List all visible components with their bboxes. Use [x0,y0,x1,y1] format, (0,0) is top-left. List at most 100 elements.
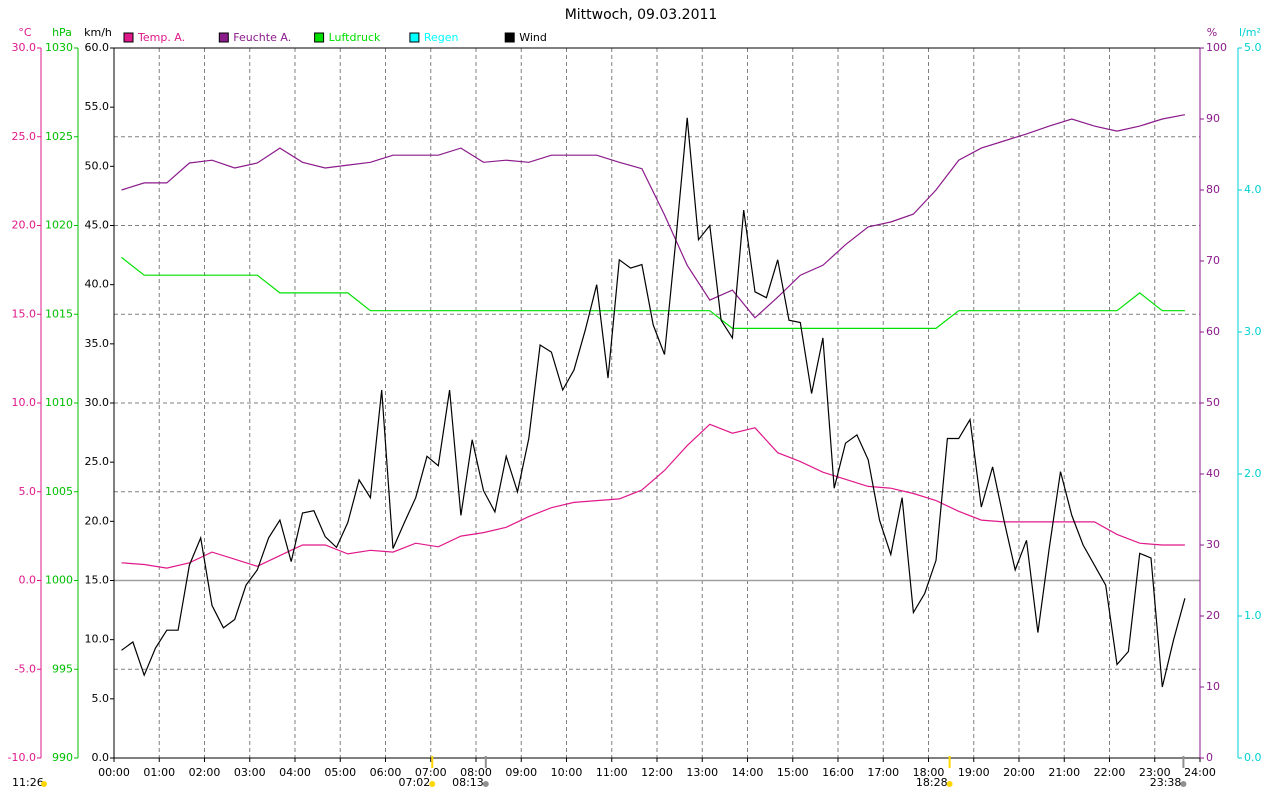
x-tick-label: 05:00 [324,766,356,779]
y-tick-label: -5.0 [15,662,36,675]
x-tick-label: 19:00 [958,766,990,779]
y-tick-label: 0.0 [1244,751,1262,764]
x-tick-label: 13:00 [686,766,718,779]
y-tick-label: 30 [1206,538,1220,551]
y-tick-label: 2.0 [1244,467,1262,480]
x-tick-label: 20:00 [1003,766,1035,779]
y-tick-label: 30.0 [12,41,37,54]
series-line [121,117,1186,688]
axis-title: l/m² [1239,26,1261,39]
y-tick-label: 20 [1206,609,1220,622]
x-tick-label: 18:00 [913,766,945,779]
y-tick-label: 60 [1206,325,1220,338]
y-tick-label: 35.0 [85,337,110,350]
annotation: 23:38 [1150,776,1182,789]
y-tick-label: 60.0 [85,41,110,54]
y-tick-label: -10.0 [8,751,36,764]
y-tick-label: 0.0 [92,751,110,764]
y-tick-label: 10.0 [12,396,37,409]
x-tick-label: 15:00 [777,766,809,779]
annotation-marker [41,781,47,787]
y-tick-label: 70 [1206,254,1220,267]
x-tick-label: 04:00 [279,766,311,779]
y-tick-label: 1020 [45,219,73,232]
y-tick-label: 45.0 [85,219,110,232]
x-tick-label: 09:00 [505,766,537,779]
axis-title: hPa [52,26,72,39]
y-tick-label: 0 [1206,751,1213,764]
y-tick-label: 40.0 [85,278,110,291]
x-tick-label: 10:00 [551,766,583,779]
x-tick-label: 07:00 [415,766,447,779]
x-tick-label: 08:00 [460,766,492,779]
x-tick-label: 00:00 [98,766,130,779]
y-tick-label: 15.0 [85,574,110,587]
x-tick-label: 01:00 [143,766,175,779]
legend-label: Temp. A. [137,31,185,44]
legend-swatch [409,32,420,43]
axis-title: % [1207,26,1217,39]
y-tick-label: 1025 [45,130,73,143]
y-tick-label: 25.0 [12,130,37,143]
x-tick-label: 23:00 [1139,766,1171,779]
legend-label: Regen [424,31,459,44]
legend-label: Wind [519,31,547,44]
y-tick-label: 1010 [45,396,73,409]
x-tick-label: 03:00 [234,766,266,779]
y-tick-label: 990 [52,751,73,764]
y-tick-label: 1030 [45,41,73,54]
annotation-marker [482,781,489,787]
y-tick-label: 3.0 [1244,325,1262,338]
annotation: 11:26 [12,776,44,789]
y-tick-label: 55.0 [85,100,110,113]
y-tick-label: 1.0 [1244,609,1262,622]
annotation-marker [429,781,436,787]
annotation-marker [1180,781,1187,787]
y-tick-label: 80 [1206,183,1220,196]
y-tick-label: 20.0 [12,219,37,232]
series-line [121,114,1186,319]
y-tick-label: 90 [1206,112,1220,125]
x-tick-label: 17:00 [867,766,899,779]
annotation: 18:28 [916,776,948,789]
legend-swatch [123,32,134,43]
y-tick-label: 5.0 [92,692,110,705]
legend-label: Luftdruck [329,31,381,44]
y-tick-label: 5.0 [19,485,37,498]
x-tick-label: 06:00 [370,766,402,779]
chart-title: Mittwoch, 09.03.2011 [565,7,718,23]
y-tick-label: 100 [1206,41,1227,54]
y-tick-label: 10.0 [85,633,110,646]
annotation: 07:02 [399,776,431,789]
x-tick-label: 14:00 [732,766,764,779]
x-tick-label: 24:00 [1184,766,1216,779]
x-tick-label: 21:00 [1048,766,1080,779]
x-tick-label: 02:00 [189,766,221,779]
x-tick-label: 16:00 [822,766,854,779]
legend-swatch [504,32,515,43]
y-tick-label: 1005 [45,485,73,498]
y-tick-label: 50 [1206,396,1220,409]
y-tick-label: 995 [52,662,73,675]
legend-swatch [314,32,325,43]
x-tick-label: 11:00 [596,766,628,779]
y-tick-label: 15.0 [12,307,37,320]
axis-title: °C [18,26,32,39]
y-tick-label: 25.0 [85,455,110,468]
annotation-marker [946,781,953,787]
x-tick-label: 12:00 [641,766,673,779]
y-tick-label: 20.0 [85,514,110,527]
axis-title: km/h [84,26,112,39]
y-tick-label: 50.0 [85,159,110,172]
y-tick-label: 0.0 [19,574,37,587]
legend-label: Feuchte A. [233,31,291,44]
y-tick-label: 40 [1206,467,1220,480]
y-tick-label: 10 [1206,680,1220,693]
series-line [121,256,1185,329]
legend-swatch [218,32,229,43]
y-tick-label: 30.0 [85,396,110,409]
y-tick-label: 1000 [45,574,73,587]
y-tick-label: 1015 [45,307,73,320]
